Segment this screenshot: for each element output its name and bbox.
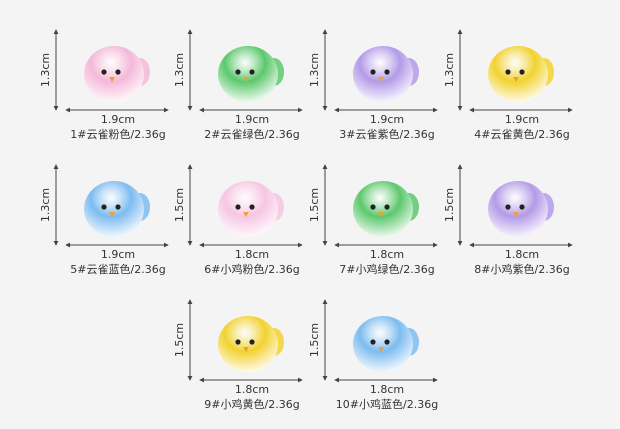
width-label: 1.8cm: [505, 248, 539, 261]
beak: [243, 347, 249, 352]
width-label: 1.9cm: [101, 248, 135, 261]
beak: [378, 77, 384, 82]
eye: [235, 69, 241, 75]
width-label: 1.9cm: [370, 113, 404, 126]
eye: [370, 69, 376, 75]
bird-figure: [488, 46, 554, 102]
height-label: 1.3cm: [443, 53, 456, 87]
bird-figure: [218, 181, 284, 237]
bird-figure: [218, 316, 284, 372]
width-label: 1.9cm: [235, 113, 269, 126]
height-label: 1.5cm: [173, 323, 186, 357]
bird-figure: [84, 181, 150, 237]
height-label: 1.5cm: [443, 188, 456, 222]
caption: 8#小鸡紫色/2.36g: [474, 262, 569, 276]
eye: [519, 204, 525, 210]
height-label: 1.3cm: [308, 53, 321, 87]
body: [218, 46, 278, 102]
body: [353, 46, 413, 102]
eye: [384, 204, 390, 210]
bird-figure: [353, 46, 419, 102]
width-label: 1.8cm: [370, 383, 404, 396]
beak: [513, 212, 519, 217]
height-label: 1.3cm: [39, 188, 52, 222]
height-label: 1.3cm: [173, 53, 186, 87]
width-label: 1.9cm: [101, 113, 135, 126]
eye: [101, 204, 107, 210]
eye: [249, 204, 255, 210]
body: [353, 181, 413, 237]
eye: [505, 69, 511, 75]
height-label: 1.3cm: [39, 53, 52, 87]
beak: [109, 77, 115, 82]
beak: [109, 212, 115, 217]
eye: [249, 69, 255, 75]
eye: [519, 69, 525, 75]
beak: [513, 77, 519, 82]
bird-figure: [84, 46, 150, 102]
eye: [235, 204, 241, 210]
eye: [384, 339, 390, 345]
eye: [384, 69, 390, 75]
eye: [115, 69, 121, 75]
width-label: 1.9cm: [505, 113, 539, 126]
beak: [378, 212, 384, 217]
body: [488, 181, 548, 237]
caption: 9#小鸡黄色/2.36g: [204, 397, 299, 411]
caption: 3#云雀紫色/2.36g: [339, 127, 434, 141]
body: [84, 46, 144, 102]
beak: [243, 212, 249, 217]
eye: [370, 339, 376, 345]
body: [218, 181, 278, 237]
body: [218, 316, 278, 372]
caption: 1#云雀粉色/2.36g: [70, 127, 165, 141]
eye: [370, 204, 376, 210]
caption: 5#云雀蓝色/2.36g: [70, 262, 165, 276]
beak: [243, 77, 249, 82]
bird-figure: [488, 181, 554, 237]
body: [84, 181, 144, 237]
beak: [378, 347, 384, 352]
body: [488, 46, 548, 102]
caption: 2#云雀绿色/2.36g: [204, 127, 299, 141]
width-label: 1.8cm: [235, 248, 269, 261]
bird-figure: [218, 46, 284, 102]
eye: [235, 339, 241, 345]
eye: [115, 204, 121, 210]
caption: 6#小鸡粉色/2.36g: [204, 262, 299, 276]
height-label: 1.5cm: [308, 323, 321, 357]
height-label: 1.5cm: [308, 188, 321, 222]
width-label: 1.8cm: [235, 383, 269, 396]
eye: [249, 339, 255, 345]
caption: 4#云雀黄色/2.36g: [474, 127, 569, 141]
eye: [505, 204, 511, 210]
bird-figure: [353, 181, 419, 237]
bird-figure: [353, 316, 419, 372]
eye: [101, 69, 107, 75]
width-label: 1.8cm: [370, 248, 404, 261]
caption: 10#小鸡蓝色/2.36g: [336, 397, 438, 411]
caption: 7#小鸡绿色/2.36g: [339, 262, 434, 276]
height-label: 1.5cm: [173, 188, 186, 222]
body: [353, 316, 413, 372]
